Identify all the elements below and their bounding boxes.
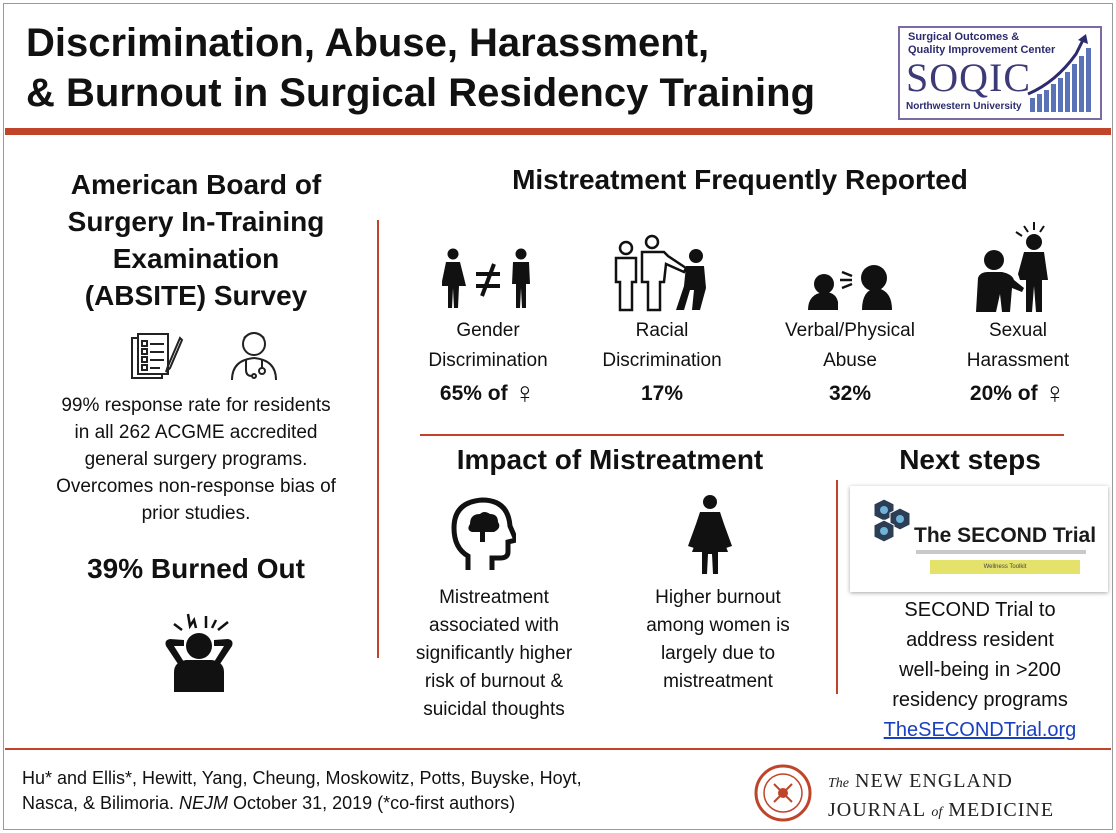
- survey-document-icon: [131, 333, 184, 379]
- impact-text-burnout: Mistreatment associated with significant…: [415, 587, 573, 720]
- doctor-icon: [231, 332, 277, 381]
- mistreatment-item-racial: Racial Discrimination 17%: [582, 316, 742, 406]
- second-trial-title: The SECOND Trial: [914, 524, 1097, 547]
- racial-discrimination-icon: [614, 234, 706, 312]
- right-column-divider: [836, 480, 838, 694]
- second-trial-link[interactable]: TheSECONDTrial.org: [883, 719, 1077, 741]
- title-divider: [5, 128, 1111, 135]
- survey-heading: American Board of Surgery In-Training Ex…: [67, 169, 325, 311]
- hexagon-cluster-icon: [873, 498, 911, 543]
- abuse-stat: 32%: [828, 382, 872, 405]
- soqic-logo: Surgical Outcomes & Quality Improvement …: [898, 26, 1102, 120]
- mistreatment-item-gender: Gender Discrimination 65% of ♀: [408, 316, 568, 410]
- female-symbol-icon: ♀: [1043, 377, 1067, 410]
- woman-icon: [688, 495, 732, 574]
- second-trial-subtitle-bar: [916, 550, 1086, 554]
- gender-inequality-icon: [442, 248, 530, 308]
- sexual-harassment-stat: 20% of ♀: [969, 377, 1067, 410]
- racial-discrimination-stat: 17%: [640, 382, 684, 405]
- impact-text-women: Higher burnout among women is largely du…: [646, 587, 790, 692]
- logo-name: SOQIC: [906, 55, 1032, 100]
- verbal-abuse-icon: [808, 265, 892, 310]
- infographic-frame: [3, 3, 1113, 830]
- logo-text: Surgical Outcomes & Quality Improvement …: [908, 31, 1056, 56]
- nejm-wordmark: The NEW ENGLAND JOURNAL of MEDICINE: [828, 770, 1055, 821]
- page-title: Discrimination, Abuse, Harassment, & Bur…: [26, 18, 815, 118]
- footer-divider: [5, 748, 1111, 750]
- female-symbol-icon: ♀: [513, 377, 537, 410]
- title-line-2: & Burnout in Surgical Residency Training: [26, 71, 816, 115]
- journal-abbrev: NEJM: [179, 793, 229, 813]
- next-steps-heading: Next steps: [899, 444, 1041, 475]
- next-steps-text: SECOND Trial to address resident well-be…: [856, 595, 1104, 745]
- mistreatment-item-harassment: Sexual Harassment 20% of ♀: [938, 316, 1098, 410]
- impact-heading: Impact of Mistreatment: [456, 444, 764, 475]
- survey-description: 99% response rate for residents in all 2…: [56, 395, 336, 524]
- rising-chart-icon: [1027, 34, 1091, 112]
- citation: Hu* and Ellis*, Hewitt, Yang, Cheung, Mo…: [22, 768, 582, 813]
- sexual-harassment-icon: [976, 222, 1048, 312]
- mistreatment-heading: Mistreatment Frequently Reported: [512, 164, 968, 195]
- brain-head-icon: [451, 497, 516, 570]
- wellness-toolkit-badge: Wellness Toolkit: [930, 560, 1080, 574]
- second-trial-image: The SECOND Trial Wellness Toolkit: [850, 486, 1108, 592]
- nejm-seal-icon: [754, 764, 812, 822]
- left-column-divider: [377, 220, 379, 658]
- gender-discrimination-stat: 65% of ♀: [439, 377, 537, 410]
- middle-divider: [420, 434, 1064, 436]
- mistreatment-item-abuse: Verbal/Physical Abuse 32%: [770, 316, 930, 406]
- title-line-1: Discrimination, Abuse, Harassment,: [26, 21, 710, 65]
- burned-out-person-icon: [165, 613, 233, 692]
- burnout-stat: 39% Burned Out: [87, 553, 305, 584]
- logo-university: Northwestern University: [906, 101, 1022, 112]
